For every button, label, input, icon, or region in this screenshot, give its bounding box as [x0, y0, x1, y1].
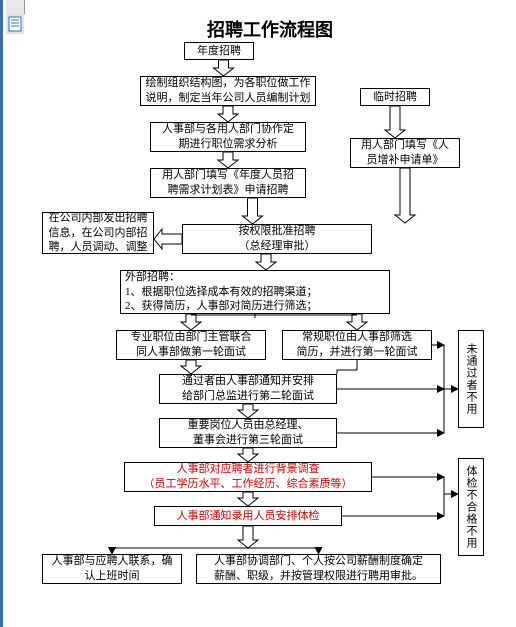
node-external: 外部招聘：1、根据职位选择成本有效的招聘渠道；2、获得简历，人事部对简历进行筛选… — [120, 270, 390, 314]
node-contact: 人事部与应聘人联系，确认上班时间 — [42, 554, 182, 584]
node-tempform: 用人部门填写《人员增补申请单》 — [350, 138, 460, 168]
node-norm-round1: 常规职位由人事部筛选简历，并进行第一轮面试 — [282, 330, 432, 360]
node-fail-medical-label: 体检不合格不用 — [463, 465, 479, 549]
node-fail-interview: 未通过者不用 — [458, 330, 484, 428]
node-round3: 重要岗位人员由总经理、董事会进行第三轮面试 — [159, 418, 337, 448]
flowchart-title: 招聘工作流程图 — [24, 16, 516, 42]
node-salary: 人事部协调部门、个人按公司薪酬制度确定薪酬、职级，并按管理权限进行聘用审批。 — [196, 554, 441, 584]
node-fail-medical: 体检不合格不用 — [458, 458, 484, 556]
node-fail-interview-label: 未通过者不用 — [463, 343, 479, 415]
node-internal: 在公司内部发出招聘信息，在公司内部招聘，人员调动、调整 — [42, 212, 154, 254]
node-temp: 临时招聘 — [360, 88, 430, 106]
node-annualform: 用人部门填写《年度人员招聘需求计划表》申请招聘 — [150, 168, 306, 198]
doc-margin-icon — [6, 14, 24, 34]
node-medical: 人事部通知录用人员安排体检 — [154, 506, 342, 526]
node-demand: 人事部与各用人部门协作定期进行职位需求分析 — [150, 122, 306, 152]
node-orgplan: 绘制组织结构图，为各职位做工作说明，制定当年公司人员编制计划 — [140, 76, 316, 106]
node-background: 人事部对应聘者进行背景调查（员工学历水平、工作经历、综合素质等） — [124, 462, 372, 492]
node-approval: 按权限批准招聘（总经理审批） — [182, 224, 372, 254]
page: 招聘工作流程图 年度招聘 绘制组织结构图，为各职位做工作说明，制定当年公司人员编… — [0, 0, 516, 627]
ruler-corner — [6, 0, 25, 15]
node-prof-round1: 专业职位由部门主管联合同人事部做第一轮面试 — [116, 330, 266, 360]
node-annual: 年度招聘 — [184, 42, 254, 60]
node-round2: 通过者由人事部通知并安排给部门总监进行第二轮面试 — [159, 374, 337, 404]
flowchart-canvas: 招聘工作流程图 年度招聘 绘制组织结构图，为各职位做工作说明，制定当年公司人员编… — [24, 14, 516, 627]
